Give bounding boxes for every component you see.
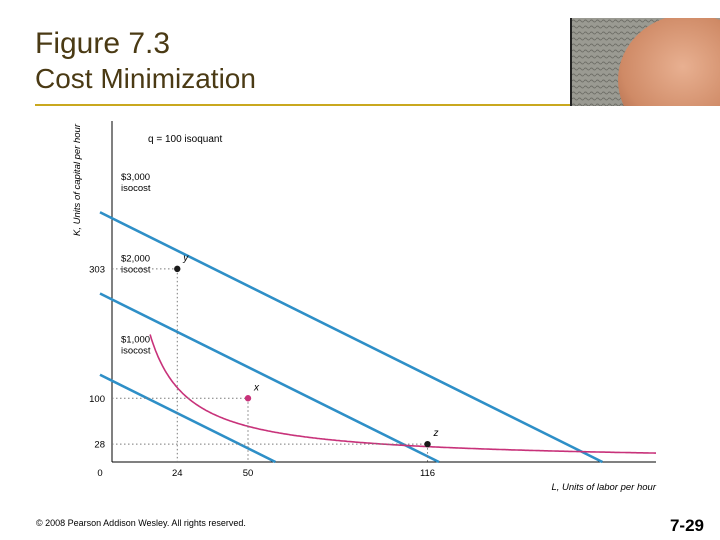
isocost-line: [99, 211, 603, 464]
isocost-label-word: isocost: [121, 264, 151, 275]
isocost-label-amount: $1,000: [121, 335, 150, 346]
y-tick-label: 303: [89, 264, 105, 275]
title-rule: [35, 104, 595, 106]
y-tick-label: 100: [89, 394, 105, 405]
isoquant-curve: [149, 334, 656, 454]
isoquant-label: q = 100 isoquant: [148, 134, 222, 145]
point-x: [244, 395, 252, 402]
slide-subtitle: Cost Minimization: [35, 63, 256, 94]
x-axis-title: L, Units of labor per hour: [551, 482, 656, 493]
slide-title: Figure 7.3: [35, 27, 171, 60]
point-label-z: z: [433, 428, 439, 439]
point-label-x: x: [253, 382, 260, 393]
isocost-line: [99, 292, 440, 464]
point-z: [424, 440, 431, 448]
x-tick-label: 24: [172, 468, 183, 479]
x-tick-label: 50: [243, 468, 254, 479]
copyright-note: © 2008 Pearson Addison Wesley. All right…: [36, 518, 246, 528]
y-tick-label: 28: [94, 440, 105, 451]
isocost-label-word: isocost: [121, 183, 151, 194]
point-y: [174, 265, 181, 273]
slide-number: 7-29: [669, 516, 704, 535]
decorative-stone-photo: [570, 18, 720, 106]
isocost-label-amount: $3,000: [121, 172, 150, 183]
isocost-line: [99, 373, 277, 464]
title-block: Figure 7.3 Cost Minimization: [35, 26, 256, 96]
isocost-label-word: isocost: [121, 346, 151, 357]
x-tick-label: 116: [420, 468, 435, 479]
x-tick-label: 0: [97, 468, 102, 479]
y-axis-title: K, Units of capital per hour: [72, 123, 83, 236]
isocost-label-amount: $2,000: [121, 253, 150, 264]
point-label-y: y: [182, 253, 189, 264]
